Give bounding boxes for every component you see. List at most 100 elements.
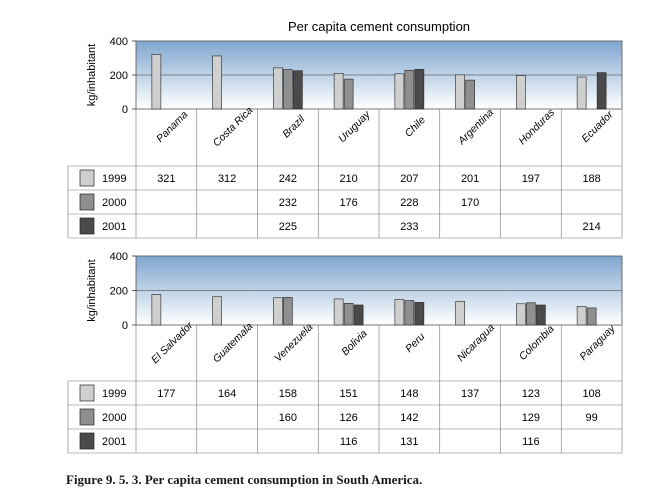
- bar-peru-2000: [404, 300, 415, 326]
- bar-paraguay-1999: [576, 306, 587, 326]
- bar-bolivia-2000: [343, 302, 354, 326]
- bar-peru-1999: [394, 299, 405, 326]
- category-label: Bolivia: [339, 328, 369, 358]
- data-label: 151: [339, 388, 357, 400]
- bar-brazil-2000: [283, 69, 293, 110]
- category-label: Nicaragua: [455, 322, 497, 364]
- bar-ecuador-2001: [596, 72, 607, 110]
- category-label: Uruguay: [336, 108, 373, 145]
- data-label: 225: [279, 221, 297, 233]
- y-tick-label: 0: [122, 320, 128, 332]
- bar-costa-rica-1999: [212, 55, 222, 110]
- legend-swatch-1999: [79, 169, 95, 187]
- data-label: 137: [461, 388, 479, 400]
- data-label: 242: [279, 173, 297, 185]
- legend-label: 2001: [102, 221, 126, 233]
- bar-nicaragua-1999: [455, 301, 465, 326]
- legend-label: 1999: [102, 388, 126, 400]
- data-label: 116: [340, 436, 358, 448]
- chart-panel-2: 0 200 400 kg/inhabitant El Salvador Guatemala…: [67, 251, 623, 454]
- data-label: 232: [279, 197, 297, 209]
- bar-panama-1999: [151, 54, 162, 110]
- bar-chile-2001: [414, 69, 425, 110]
- category-label: Costa Rica: [211, 104, 256, 149]
- bar-paraguay-2000: [586, 307, 597, 326]
- data-label: 197: [522, 173, 540, 185]
- legend-swatch-1999: [79, 384, 95, 402]
- data-label: 176: [339, 197, 357, 209]
- category-label: Brazil: [280, 113, 308, 141]
- category-label: Paraguay: [577, 322, 618, 363]
- legend-label: 1999: [102, 173, 126, 185]
- bar-argentina-2000: [465, 79, 475, 110]
- legend-label: 2000: [102, 412, 126, 424]
- data-label: 142: [400, 412, 418, 424]
- y-tick-label: 0: [122, 104, 128, 116]
- bar-uruguay-1999: [333, 73, 344, 110]
- data-label: 148: [400, 388, 418, 400]
- bar-brazil-1999: [273, 67, 283, 110]
- data-label: 214: [582, 221, 600, 233]
- data-label: 160: [279, 412, 297, 424]
- y-tick-label: 200: [110, 70, 128, 82]
- bar-colombia-2001: [536, 304, 546, 326]
- bar-peru-2001: [414, 302, 425, 326]
- bar-guatemala-1999: [212, 296, 222, 326]
- bar-venezuela-1999: [273, 297, 283, 326]
- data-label: 177: [157, 388, 175, 400]
- bar-bolivia-1999: [333, 298, 344, 326]
- data-label: 188: [582, 173, 600, 185]
- data-label: 158: [279, 388, 297, 400]
- category-label: Colombia: [517, 323, 557, 363]
- bar-colombia-2000: [526, 302, 536, 326]
- bar-ecuador-1999: [576, 76, 587, 110]
- category-label: El Salvador: [149, 319, 196, 366]
- category-label: Guatemala: [211, 320, 256, 365]
- data-label: 207: [400, 173, 418, 185]
- bar-colombia-1999: [516, 303, 526, 326]
- bar-argentina-1999: [455, 74, 465, 110]
- chart-title: Per capita cement consumption: [288, 19, 470, 34]
- category-label: Chile: [403, 114, 429, 140]
- data-label: 210: [339, 173, 357, 185]
- legend-swatch-2000: [79, 193, 95, 211]
- bar-venezuela-2000: [283, 297, 293, 326]
- category-label: Argentina: [455, 107, 496, 148]
- data-label: 131: [400, 436, 418, 448]
- data-label: 108: [582, 388, 600, 400]
- category-label: Ecuador: [579, 108, 615, 144]
- bar-brazil-2001: [293, 70, 303, 110]
- data-label: 164: [218, 388, 236, 400]
- data-label: 123: [522, 388, 540, 400]
- data-label: 233: [400, 221, 418, 233]
- data-label: 170: [461, 197, 479, 209]
- figure-caption: Figure 9. 5. 3. Per capita cement consum…: [66, 472, 423, 487]
- bar-chile-1999: [394, 73, 405, 110]
- legend-swatch-2001: [79, 217, 95, 235]
- y-tick-label: 400: [110, 36, 128, 48]
- legend-swatch-2000: [79, 408, 95, 426]
- y-tick-label: 200: [110, 286, 128, 298]
- y-tick-label: 400: [110, 251, 128, 263]
- legend-label: 2000: [102, 197, 126, 209]
- data-label: 99: [586, 412, 598, 424]
- bar-chile-2000: [404, 69, 415, 110]
- bar-uruguay-2000: [343, 78, 354, 110]
- bar-bolivia-2001: [353, 304, 364, 326]
- legend-swatch-2001: [79, 432, 95, 450]
- data-label: 228: [400, 197, 418, 209]
- data-label: 126: [339, 412, 357, 424]
- data-label: 312: [218, 173, 236, 185]
- data-label: 129: [522, 412, 540, 424]
- y-axis-label: kg/inhabitant: [86, 259, 98, 321]
- bar-honduras-1999: [516, 75, 526, 110]
- category-label: Venezuela: [272, 321, 315, 364]
- data-label: 116: [522, 436, 540, 448]
- category-label: Panama: [154, 109, 190, 145]
- category-label: Honduras: [516, 106, 557, 147]
- data-label: 201: [461, 173, 479, 185]
- y-axis-label: kg/inhabitant: [86, 44, 98, 106]
- data-label: 321: [157, 173, 175, 185]
- legend-label: 2001: [102, 436, 126, 448]
